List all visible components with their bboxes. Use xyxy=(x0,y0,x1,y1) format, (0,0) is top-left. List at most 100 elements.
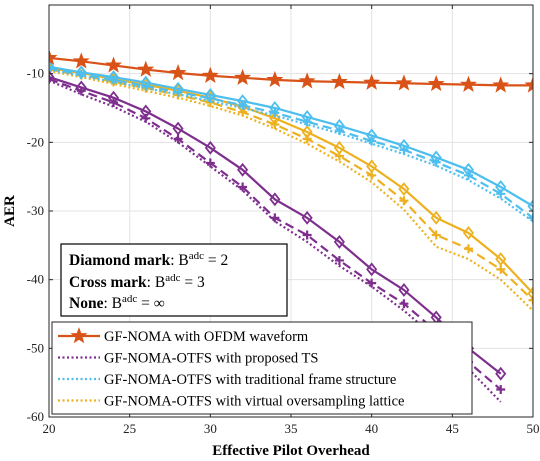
annotation-tail: = ∞ xyxy=(137,295,165,312)
y-tick-label: -50 xyxy=(27,340,44,355)
diamond-marker xyxy=(366,262,378,277)
series-line xyxy=(49,79,502,403)
diamond-marker xyxy=(172,121,184,136)
star-marker xyxy=(70,327,88,344)
annotation-sup: adc xyxy=(165,272,180,284)
series-line xyxy=(49,68,533,302)
star-marker xyxy=(105,56,123,73)
annotation-sup: adc xyxy=(122,293,137,305)
cross-marker xyxy=(463,244,473,254)
star-marker xyxy=(234,68,252,86)
diamond-marker xyxy=(301,125,313,139)
diamond-marker xyxy=(462,162,475,177)
y-tick-label: -40 xyxy=(27,272,44,287)
y-axis-title: AER xyxy=(2,195,18,227)
star-marker xyxy=(72,52,90,69)
diamond-marker xyxy=(333,140,345,155)
legend-frame xyxy=(51,321,473,415)
plot-frame xyxy=(48,4,534,418)
cross-marker xyxy=(205,158,215,168)
star-marker xyxy=(524,76,533,93)
star-marker xyxy=(169,64,187,81)
diamond-marker xyxy=(75,65,87,80)
cross-marker xyxy=(399,196,409,206)
cross-marker xyxy=(173,134,183,144)
annotation-bold: None xyxy=(69,295,104,312)
y-tick-label: -20 xyxy=(27,134,44,149)
diamond-marker xyxy=(75,80,87,95)
cross-marker xyxy=(528,213,533,223)
annotation-line-cross: Cross mark: Badc = 3 xyxy=(69,272,205,291)
diamond-marker xyxy=(269,192,281,207)
annotation-rest: : B xyxy=(170,252,189,269)
legend-entry: GF-NOMA-OTFS with proposed TS xyxy=(58,351,318,367)
legend-items: GF-NOMA with OFDM waveform GF-NOMA-OTFS w… xyxy=(58,327,404,410)
series-line xyxy=(49,67,533,295)
legend-label: GF-NOMA-OTFS with proposed TS xyxy=(104,351,318,367)
x-tick-label: 50 xyxy=(527,421,540,436)
legend-label: GF-NOMA with OFDM waveform xyxy=(104,329,309,345)
annotation-rest: : B xyxy=(147,274,166,291)
annotation-tail: = 2 xyxy=(204,252,228,269)
diamond-marker xyxy=(49,59,55,74)
diamond-marker xyxy=(269,101,281,115)
diamond-marker xyxy=(430,150,442,165)
diamond-marker xyxy=(237,162,249,177)
legend-entry: GF-NOMA-OTFS with traditional frame stru… xyxy=(58,372,396,388)
legend-entry: GF-NOMA with OFDM waveform xyxy=(58,327,309,345)
star-marker xyxy=(492,76,510,93)
diamond-marker xyxy=(495,180,507,194)
star-marker xyxy=(459,75,477,92)
diamond-marker xyxy=(398,182,410,196)
series-line xyxy=(49,76,502,375)
diamond-marker xyxy=(237,94,249,109)
x-tick-label: 20 xyxy=(43,421,56,436)
legend-label: GF-NOMA-OTFS with traditional frame stru… xyxy=(104,372,396,388)
annotation-tail: = 3 xyxy=(180,274,204,291)
star-marker xyxy=(298,72,316,89)
diamond-marker xyxy=(269,111,281,126)
diamond-marker xyxy=(430,210,442,225)
annotation-rest: : B xyxy=(103,295,122,312)
x-axis-title: Effective Pilot Overhead xyxy=(212,443,370,459)
y-tick-label: -10 xyxy=(27,66,44,81)
diamond-marker xyxy=(527,199,533,214)
diamond-marker xyxy=(527,286,533,301)
annotation-frame xyxy=(60,243,288,317)
star-marker xyxy=(363,73,381,90)
diamond-marker xyxy=(49,70,55,85)
diamond-marker xyxy=(140,104,152,119)
diamond-marker xyxy=(107,90,120,105)
series-line xyxy=(49,69,533,312)
star-marker xyxy=(137,60,155,77)
cross-marker xyxy=(334,255,344,265)
diamond-marker xyxy=(301,109,313,124)
legend-entry: GF-NOMA-OTFS with virtual oversampling l… xyxy=(58,394,404,410)
diamond-marker xyxy=(301,210,313,225)
diamond-marker xyxy=(495,252,507,267)
star-marker xyxy=(330,72,348,90)
diamond-marker xyxy=(398,283,410,297)
x-tick-label: 40 xyxy=(365,421,378,436)
y-tick-label: -30 xyxy=(27,203,44,218)
diamond-marker xyxy=(333,118,345,133)
cross-marker xyxy=(238,182,248,192)
y-tick-label: -60 xyxy=(27,409,44,424)
x-tick-label: 30 xyxy=(204,421,217,436)
series-line xyxy=(49,65,533,208)
series-line xyxy=(49,56,533,87)
diamond-marker xyxy=(462,226,475,240)
diamond-marker xyxy=(204,140,216,155)
star-marker xyxy=(427,75,445,92)
annotation-sup: adc xyxy=(189,250,204,262)
x-tick-label: 35 xyxy=(285,421,298,436)
series-line xyxy=(49,68,533,223)
star-marker xyxy=(266,70,284,88)
diamond-marker xyxy=(204,88,216,102)
diamond-marker xyxy=(366,159,378,174)
diamond-marker xyxy=(366,128,378,143)
diamond-marker xyxy=(398,138,410,153)
legend: GF-NOMA with OFDM waveform GF-NOMA-OTFS w… xyxy=(51,321,473,415)
star-marker xyxy=(395,74,413,91)
annotation-line-none: None: Badc = ∞ xyxy=(69,293,165,312)
